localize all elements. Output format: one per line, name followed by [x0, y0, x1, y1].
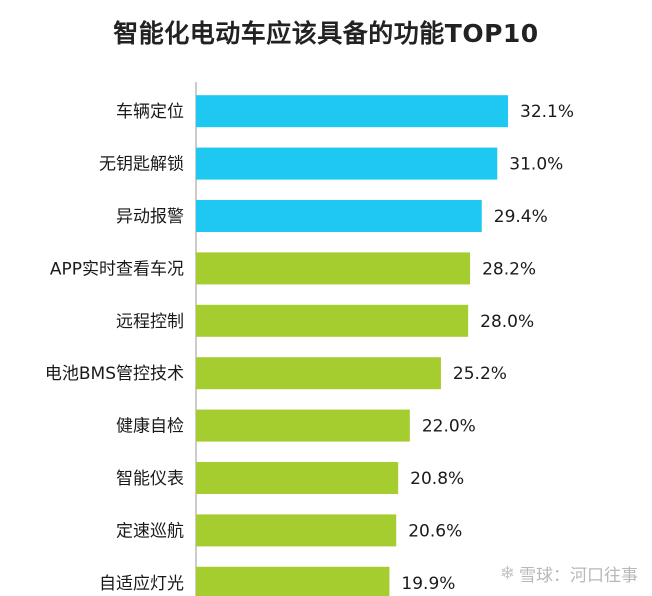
bar-8: [196, 462, 399, 494]
value-label-10: 19.9%: [401, 574, 455, 594]
watermark-text: 雪球：河口往事: [519, 566, 638, 586]
bar-10: [196, 566, 390, 596]
bar-2: [196, 147, 498, 180]
bar-7: [196, 409, 410, 442]
bars-group: 车辆定位 32.1% 无钥匙解锁 31.0% 异动报警 29.4% APP实时查看车况 28.…: [45, 95, 574, 596]
category-label-1: 车辆定位: [116, 102, 184, 122]
bar-1: [196, 95, 508, 128]
snowball-icon: ❄: [499, 563, 515, 584]
value-label-6: 25.2%: [453, 364, 507, 384]
bar-6: [196, 357, 441, 390]
category-label-10: 自适应灯光: [99, 574, 184, 594]
category-label-2: 无钥匙解锁: [99, 155, 184, 175]
category-label-9: 定速巡航: [116, 521, 184, 541]
category-label-6: 电池BMS管控技术: [45, 364, 184, 384]
category-label-3: 异动报警: [116, 207, 184, 227]
value-label-9: 20.6%: [408, 521, 462, 541]
value-label-1: 32.1%: [520, 102, 574, 122]
bar-3: [196, 200, 482, 232]
category-label-7: 健康自检: [116, 417, 184, 437]
value-label-7: 22.0%: [422, 417, 476, 437]
value-label-5: 28.0%: [480, 312, 534, 332]
bar-9: [196, 514, 397, 547]
value-label-4: 28.2%: [482, 259, 536, 279]
watermark: ❄ 雪球：河口往事: [500, 561, 638, 586]
chart-title: 智能化电动车应该具备的功能TOP10: [113, 19, 539, 48]
category-label-8: 智能仪表: [116, 469, 184, 489]
value-label-8: 20.8%: [410, 469, 464, 489]
bar-5: [196, 304, 469, 337]
category-label-4: APP实时查看车况: [50, 259, 184, 279]
category-label-5: 远程控制: [116, 312, 184, 332]
bar-4: [196, 252, 471, 285]
value-label-2: 31.0%: [509, 155, 563, 175]
value-label-3: 29.4%: [494, 207, 548, 227]
